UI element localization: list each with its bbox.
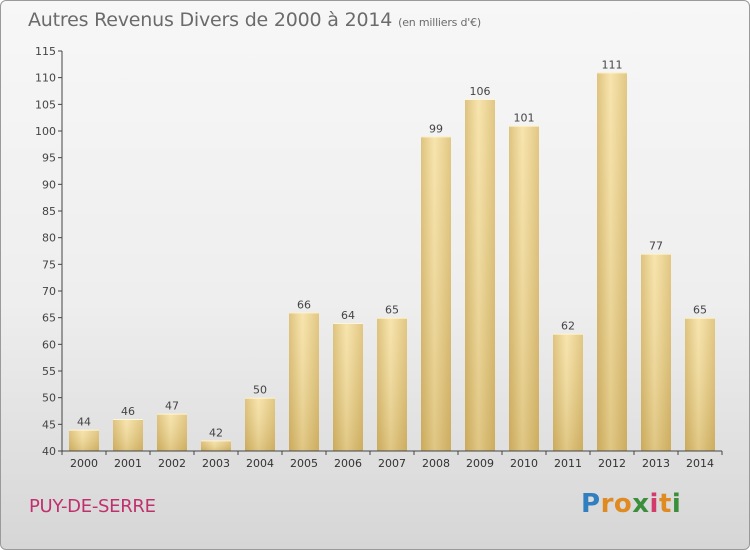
data-label: 65 [385, 304, 399, 317]
chart-title: Autres Revenus Divers de 2000 à 2014 [28, 9, 393, 31]
bar-shade [157, 413, 187, 451]
x-tick-label: 2009 [466, 457, 494, 470]
x-tick-label: 2008 [422, 457, 450, 470]
data-label: 62 [561, 320, 575, 333]
x-tick-label: 2007 [378, 457, 406, 470]
data-label: 106 [470, 85, 491, 98]
bar-shade [333, 323, 363, 451]
y-tick-label: 60 [42, 338, 56, 351]
y-tick-label: 55 [42, 365, 56, 378]
x-tick-label: 2001 [114, 457, 142, 470]
bar-shade [245, 397, 275, 451]
bar-shade [113, 419, 143, 451]
bar-shade [641, 253, 671, 451]
y-tick-label: 110 [35, 72, 56, 85]
logo-letter: r [600, 489, 614, 519]
logo-letter: i [649, 489, 659, 519]
y-tick-label: 100 [35, 125, 56, 138]
axis-layer: 40 45 50 55 60 65 70 75 80 85 90 95 100 105 110 115 44 20… [35, 45, 723, 470]
logo-letter: i [671, 489, 682, 519]
data-label: 46 [121, 405, 135, 418]
place-name: PUY-DE-SERRE [29, 496, 156, 517]
x-tick-label: 2013 [642, 457, 670, 470]
data-label: 47 [165, 400, 179, 413]
x-tick-label: 2014 [686, 457, 714, 470]
y-tick-label: 115 [35, 45, 56, 58]
data-label: 111 [602, 58, 623, 71]
bar-shade [377, 317, 407, 451]
x-tick-label: 2002 [158, 457, 186, 470]
x-tick-label: 2006 [334, 457, 362, 470]
bar-shade [509, 125, 539, 452]
data-label: 44 [77, 416, 91, 429]
y-tick-label: 70 [42, 285, 56, 298]
logo-letter: o [613, 489, 633, 519]
bar-shade [465, 99, 495, 451]
bar-shade [69, 429, 99, 451]
data-label: 66 [297, 298, 311, 311]
bar-shade [553, 333, 583, 451]
y-tick-label: 50 [42, 392, 56, 405]
data-label: 101 [514, 112, 535, 125]
data-label: 65 [693, 304, 707, 317]
chart-subtitle: (en milliers d'€) [398, 16, 482, 29]
x-tick-label: 2011 [554, 457, 582, 470]
bar-shade [597, 72, 627, 451]
data-label: 42 [209, 426, 223, 439]
bar-shade [289, 312, 319, 451]
bar-shade [201, 440, 231, 451]
bar-shade [685, 317, 715, 451]
x-tick-label: 2012 [598, 457, 626, 470]
y-tick-label: 75 [42, 258, 56, 271]
y-tick-label: 105 [35, 98, 56, 111]
bar-shade [421, 136, 451, 452]
logo-letter: t [658, 489, 672, 519]
logo-letter: x [632, 489, 650, 519]
y-tick-label: 45 [42, 418, 56, 431]
y-tick-label: 65 [42, 312, 56, 325]
data-label: 99 [429, 122, 443, 135]
data-label: 77 [649, 240, 663, 253]
y-tick-label: 80 [42, 232, 56, 245]
data-label: 50 [253, 384, 267, 397]
bars-layer [69, 72, 715, 452]
x-tick-label: 2004 [246, 457, 274, 470]
chart-title-line: Autres Revenus Divers de 2000 à 2014 (en … [28, 9, 481, 31]
y-tick-label: 95 [42, 152, 56, 165]
y-tick-label: 40 [42, 445, 56, 458]
x-tick-label: 2005 [290, 457, 318, 470]
proxiti-logo: Proxiti [581, 489, 681, 519]
x-tick-label: 2010 [510, 457, 538, 470]
x-tick-label: 2003 [202, 457, 230, 470]
x-tick-label: 2000 [70, 457, 98, 470]
data-label: 64 [341, 309, 355, 322]
logo-letter: P [581, 489, 601, 519]
y-tick-label: 85 [42, 205, 56, 218]
y-tick-label: 90 [42, 178, 56, 191]
